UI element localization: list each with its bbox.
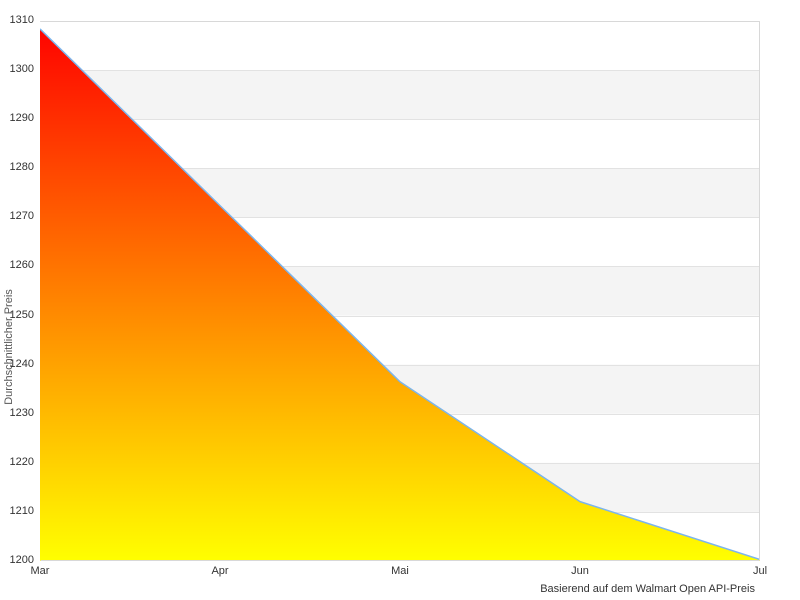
y-tick-label: 1200: [9, 554, 34, 566]
y-tick-label: 1260: [9, 259, 34, 272]
x-tick-label: Jul: [752, 565, 768, 577]
y-tick-label: 1220: [9, 455, 34, 468]
band: [40, 70, 760, 120]
x-tick-label: Jun: [571, 565, 589, 577]
x-axis-caption: Basierend auf dem Walmart Open API-Preis: [540, 583, 755, 595]
y-tick-label: 1210: [9, 504, 34, 517]
series-group: [40, 28, 760, 561]
y-tick-label: 1270: [9, 210, 34, 223]
y-tick-label: 1280: [9, 161, 34, 174]
x-tick-label: Apr: [211, 565, 229, 577]
y-tick-label: 1250: [9, 308, 34, 321]
y-tick-label: 1240: [9, 357, 34, 370]
plot-area: [40, 21, 760, 561]
price-series-line[interactable]: [40, 28, 760, 561]
x-tick-label: Mai: [391, 565, 409, 577]
x-tick-label: Mar: [30, 565, 50, 577]
y-axis-title: Durchschnittlicher Preis: [3, 289, 15, 405]
y-tick-label: 1300: [9, 63, 34, 76]
price-area-series[interactable]: [40, 28, 760, 561]
y-tick-label: 1230: [9, 406, 34, 419]
y-tick-label: 1290: [9, 112, 34, 125]
plot-borders: [40, 21, 760, 561]
y-tick-label: 1310: [9, 14, 34, 26]
